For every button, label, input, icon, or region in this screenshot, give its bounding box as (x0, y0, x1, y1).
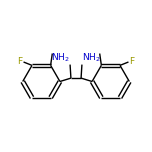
Text: NH$_2$: NH$_2$ (52, 51, 70, 64)
Text: F: F (18, 57, 23, 66)
Text: NH$_2$: NH$_2$ (82, 51, 100, 64)
Text: F: F (129, 57, 134, 66)
